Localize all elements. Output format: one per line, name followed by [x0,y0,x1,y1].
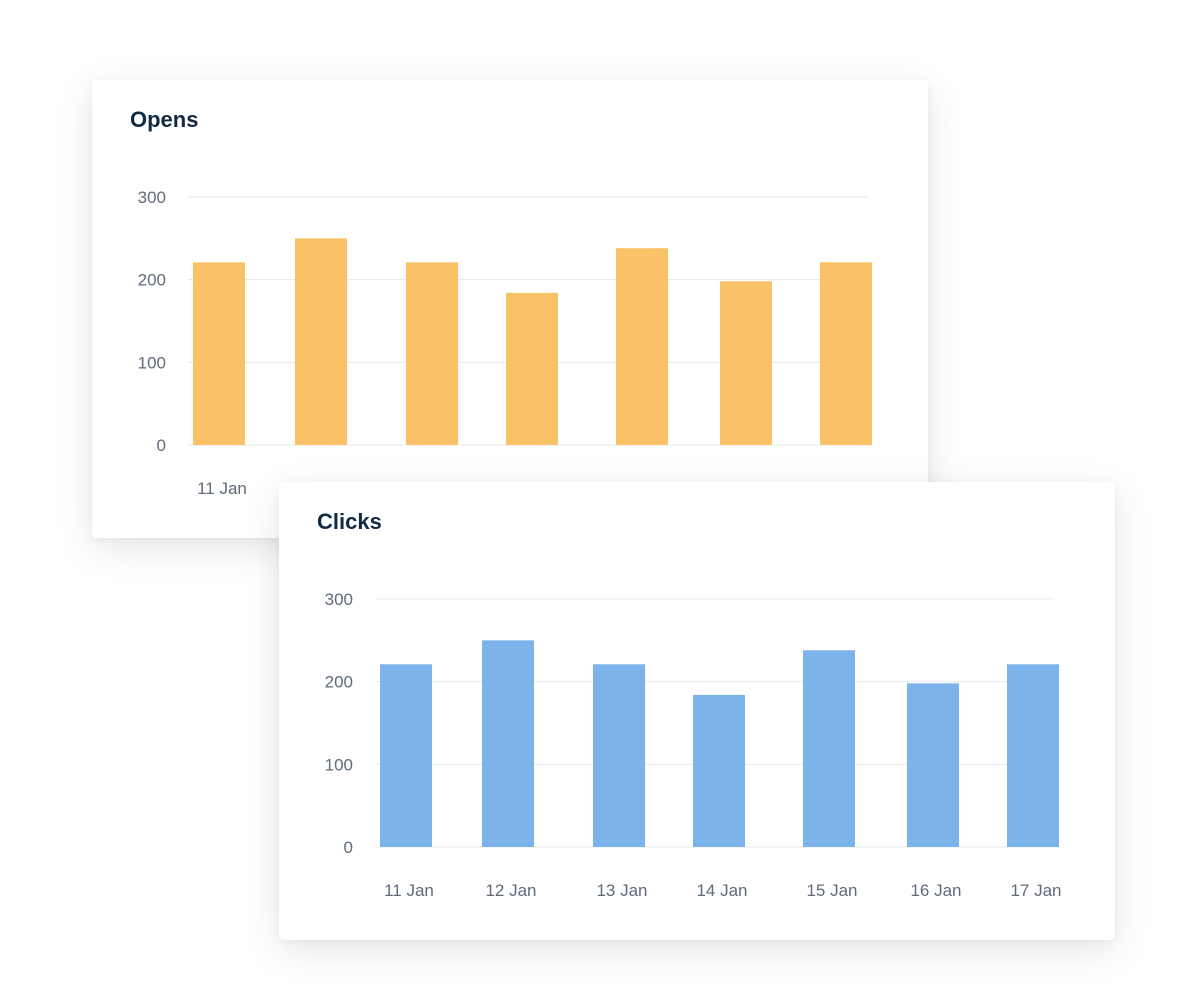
x-tick-label: 16 Jan [910,881,961,900]
y-tick-label: 300 [325,590,353,609]
bar [295,238,347,445]
bar [406,262,458,445]
y-tick-label: 300 [138,188,166,207]
bar [820,262,872,445]
bar [907,683,959,847]
bar [482,640,534,847]
x-tick-label: 13 Jan [596,881,647,900]
bar [803,650,855,847]
y-tick-label: 200 [138,271,166,290]
bar [616,248,668,445]
x-tick-label: 11 Jan [384,881,434,900]
bar [380,664,432,847]
bar [720,281,772,445]
y-tick-label: 100 [325,755,353,774]
x-tick-label: 11 Jan [197,479,247,498]
x-tick-label: 17 Jan [1010,881,1061,900]
x-tick-label: 15 Jan [806,881,857,900]
bar [593,664,645,847]
bar [693,694,745,847]
y-tick-label: 0 [157,436,166,455]
y-tick-label: 100 [138,353,166,372]
chart-title: Opens [130,107,199,132]
bar [1007,664,1059,847]
clicks-chart-card: Clicks 0 100 200 300 11 Jan 12 Jan 13 Jan 14 Ja… [279,482,1115,940]
y-tick-label: 0 [344,838,353,857]
x-tick-label: 14 Jan [696,881,747,900]
x-tick-label: 12 Jan [485,881,536,900]
bar [193,262,245,445]
y-tick-label: 200 [325,673,353,692]
clicks-chart: 0 100 200 300 11 Jan 12 Jan 13 Jan 14 Jan 15 Jan… [325,590,1062,900]
bar [506,292,558,445]
chart-title: Clicks [317,509,382,534]
